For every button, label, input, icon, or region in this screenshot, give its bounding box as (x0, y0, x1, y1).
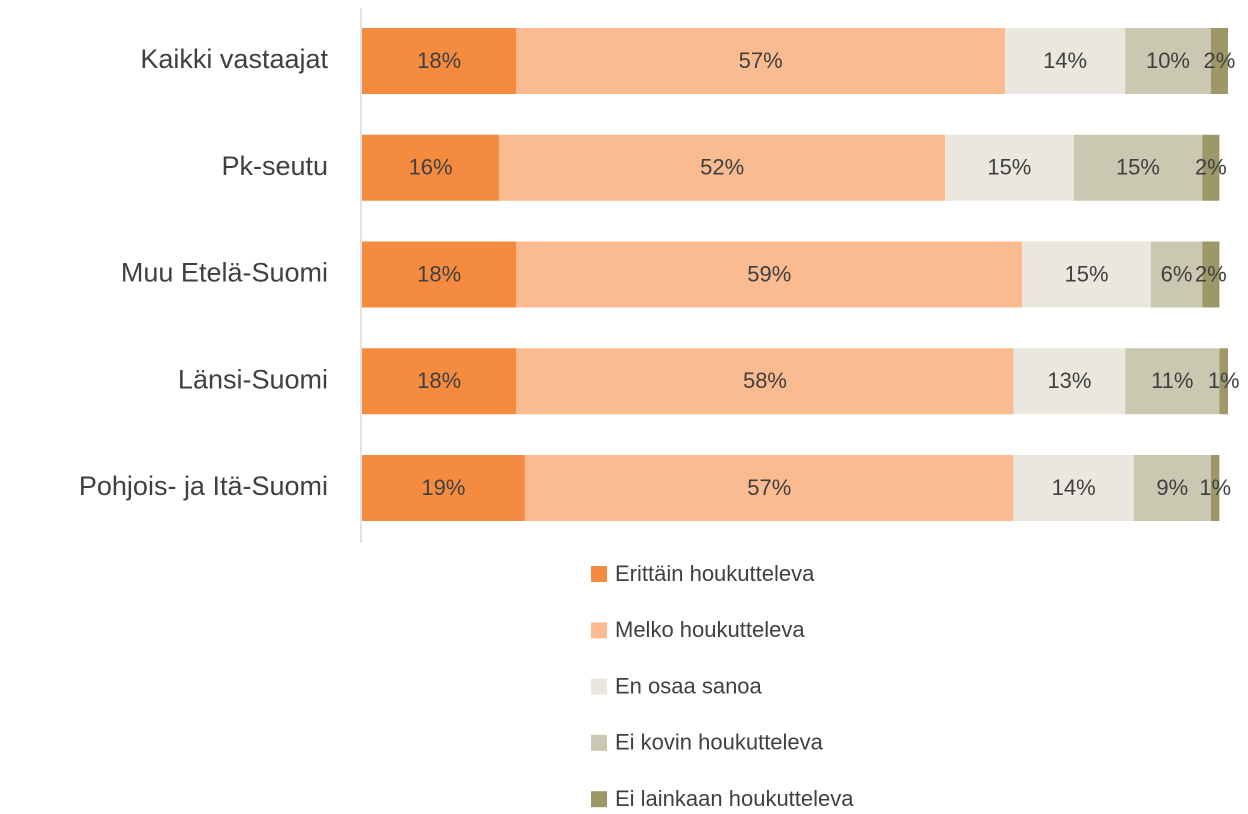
data-label: 15% (1116, 155, 1160, 180)
bar-segment (1202, 241, 1220, 308)
legend-swatch (591, 622, 607, 639)
legend-label: Ei kovin houkutteleva (615, 730, 824, 755)
data-label: 13% (1047, 368, 1091, 393)
legend-swatch (591, 678, 607, 695)
bar-segment (1013, 455, 1134, 521)
category-label: Pohjois- ja Itä-Suomi (79, 471, 328, 501)
data-label: 18% (417, 48, 461, 73)
bar-segment (1125, 348, 1220, 415)
data-label: 1% (1199, 475, 1231, 500)
data-label: 18% (417, 368, 461, 393)
bar-segment (1125, 28, 1211, 94)
data-label: 16% (409, 155, 453, 180)
data-label: 6% (1161, 261, 1193, 286)
data-label: 18% (417, 261, 461, 286)
data-label: 59% (747, 261, 791, 286)
bar-segment (516, 28, 1006, 94)
data-label: 15% (987, 155, 1031, 180)
bar-segment (945, 134, 1074, 201)
bar-segment (1210, 28, 1228, 94)
legend-label: En osaa sanoa (615, 673, 763, 698)
bar-segment (1073, 134, 1203, 201)
data-label: 57% (739, 48, 783, 73)
legend-label: Ei lainkaan houkutteleva (615, 786, 854, 809)
data-label: 2% (1204, 48, 1236, 73)
data-label: 1% (1208, 368, 1240, 393)
bar-segment (1022, 241, 1151, 308)
bar-segment (524, 455, 1014, 521)
data-label: 57% (747, 475, 791, 500)
bar-segment (1133, 455, 1211, 521)
bar-segment (362, 455, 525, 521)
bar-segment (1150, 241, 1203, 308)
data-label: 10% (1146, 48, 1190, 73)
data-label: 14% (1052, 475, 1096, 500)
data-label: 2% (1195, 155, 1227, 180)
legend-label: Erittäin houkutteleva (615, 561, 815, 586)
bar-segment (1210, 455, 1220, 521)
data-label: 58% (743, 368, 787, 393)
category-label: Pk-seutu (221, 151, 328, 181)
data-label: 11% (1151, 368, 1193, 393)
data-label: 15% (1065, 261, 1109, 286)
category-label: Länsi-Suomi (178, 364, 328, 394)
data-label: 52% (700, 155, 744, 180)
bar-segment (362, 134, 500, 201)
legend-swatch (591, 734, 607, 751)
category-label: Muu Etelä-Suomi (121, 258, 328, 288)
bar-segment (516, 348, 1014, 415)
legend-swatch (591, 566, 607, 582)
bar-segment (362, 241, 517, 308)
bar-segment (362, 28, 517, 94)
data-label: 19% (421, 475, 465, 500)
category-label: Kaikki vastaajat (140, 44, 328, 74)
bar-segment (499, 134, 946, 201)
data-label: 14% (1043, 48, 1087, 73)
bar-segment (1202, 134, 1220, 201)
legend-swatch (591, 791, 607, 808)
bar-segment (1005, 28, 1126, 94)
data-label: 2% (1195, 261, 1227, 286)
bar-segment (362, 348, 517, 415)
legend-label: Melko houkutteleva (615, 617, 805, 642)
bar-segment (1013, 348, 1126, 415)
bar-segment (516, 241, 1023, 308)
data-label: 9% (1156, 475, 1188, 500)
bar-segment (1219, 348, 1228, 415)
